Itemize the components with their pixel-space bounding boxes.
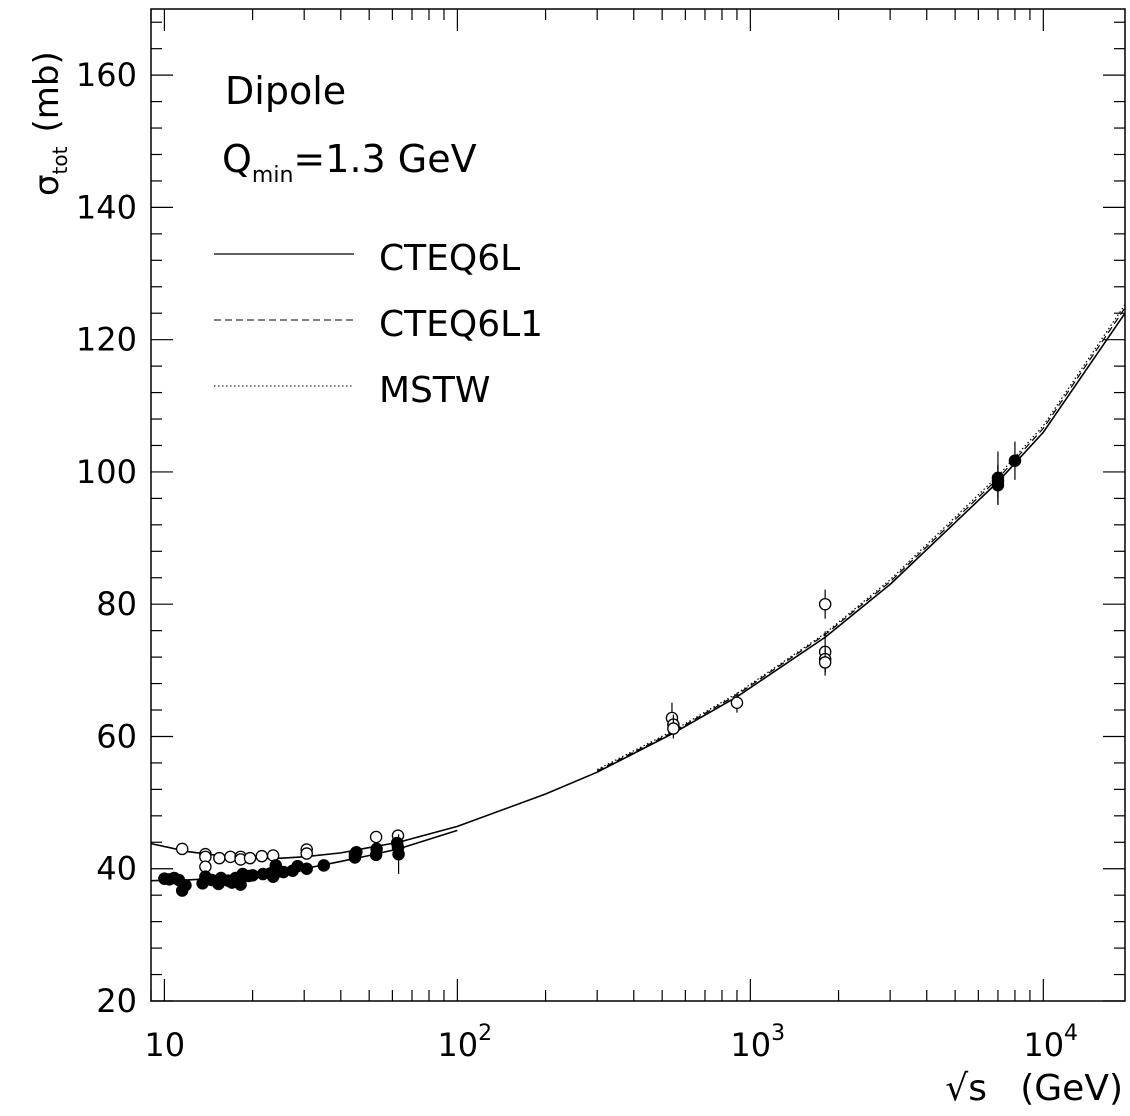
point-open bbox=[818, 656, 832, 669]
point-filled bbox=[991, 471, 1005, 485]
y-tick-label: 100 bbox=[76, 453, 137, 491]
tick-labels: 10 102 103 104 20 40 60 80 100 120 140 160 bbox=[76, 56, 1078, 1064]
point-filled bbox=[179, 879, 192, 892]
point-open bbox=[730, 696, 744, 709]
legend-label-cteq6l: CTEQ6L bbox=[379, 238, 520, 279]
annotation-q-main: Q bbox=[222, 137, 252, 181]
curves bbox=[150, 304, 1126, 882]
x-tick-label: 104 bbox=[1023, 1021, 1078, 1064]
point-filled bbox=[246, 869, 259, 882]
point-open bbox=[224, 850, 237, 864]
y-tick-label: 20 bbox=[96, 982, 137, 1020]
point-open bbox=[667, 722, 680, 735]
y-tick-label: 80 bbox=[96, 585, 137, 623]
point-filled bbox=[392, 847, 405, 861]
plot-frame bbox=[150, 8, 1126, 1002]
curve-cteq6l bbox=[150, 312, 1126, 859]
y-axis-title-sub: tot bbox=[48, 146, 72, 174]
point-open bbox=[255, 849, 269, 863]
x-tick-label: 102 bbox=[437, 1021, 492, 1064]
point-filled bbox=[1008, 454, 1022, 467]
point-filled bbox=[350, 845, 363, 859]
y-axis-title-unit: (mb) bbox=[27, 51, 67, 132]
y-tick-label: 60 bbox=[96, 717, 137, 755]
point-filled bbox=[234, 878, 247, 891]
y-axis-title: σtot (mb) bbox=[27, 51, 72, 196]
y-tick-label: 40 bbox=[96, 850, 137, 888]
point-open bbox=[213, 851, 226, 865]
y-tick-label: 140 bbox=[76, 188, 137, 226]
point-open bbox=[175, 842, 189, 856]
annotation-model: Dipole bbox=[225, 69, 346, 113]
legend-label-cteq6l1: CTEQ6L1 bbox=[379, 304, 543, 345]
x-tick-label: 10 bbox=[144, 1026, 185, 1064]
legend: CTEQ6L CTEQ6L1 MSTW bbox=[214, 238, 543, 411]
point-open bbox=[300, 847, 313, 860]
point-filled bbox=[317, 859, 331, 872]
axis-ticks bbox=[150, 9, 1125, 1002]
curve-mstw bbox=[596, 304, 1126, 771]
curve-cteq6l1 bbox=[596, 307, 1126, 772]
x-axis-title-unit: (GeV) bbox=[1020, 1068, 1123, 1109]
x-tick-label: 103 bbox=[730, 1021, 785, 1064]
y-tick-label: 160 bbox=[76, 56, 137, 94]
y-axis-title-sigma: σ bbox=[27, 174, 67, 196]
annotation-q-sub: min bbox=[252, 163, 294, 188]
point-open bbox=[818, 597, 832, 611]
point-open bbox=[369, 830, 383, 844]
annotation-qmin: Qmin=1.3 GeV bbox=[222, 137, 477, 188]
x-axis-title: √s (GeV) bbox=[945, 1068, 1123, 1109]
y-tick-label: 120 bbox=[76, 321, 137, 359]
legend-label-mstw: MSTW bbox=[379, 370, 491, 411]
annotations: Dipole Qmin=1.3 GeV bbox=[222, 69, 477, 188]
point-filled bbox=[300, 862, 313, 875]
point-filled bbox=[370, 842, 383, 856]
y-axis-title-main: σtot (mb) bbox=[27, 51, 72, 196]
x-axis-title-main: √s bbox=[945, 1068, 987, 1109]
data-points bbox=[158, 441, 1022, 897]
point-open bbox=[243, 851, 257, 865]
annotation-q-rest: =1.3 GeV bbox=[293, 137, 476, 181]
